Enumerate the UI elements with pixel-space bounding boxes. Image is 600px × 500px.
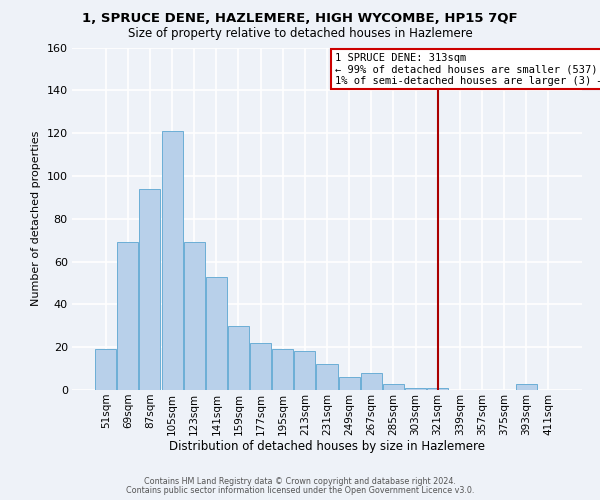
Text: Contains public sector information licensed under the Open Government Licence v3: Contains public sector information licen… xyxy=(126,486,474,495)
Bar xyxy=(206,276,227,390)
Bar xyxy=(405,388,426,390)
Bar xyxy=(161,131,182,390)
Bar xyxy=(95,350,116,390)
Bar xyxy=(250,343,271,390)
Bar xyxy=(139,189,160,390)
Bar xyxy=(184,242,205,390)
Bar xyxy=(338,377,359,390)
Bar xyxy=(316,364,338,390)
Text: 1 SPRUCE DENE: 313sqm
← 99% of detached houses are smaller (537)
1% of semi-deta: 1 SPRUCE DENE: 313sqm ← 99% of detached … xyxy=(335,52,600,86)
Bar xyxy=(383,384,404,390)
Bar xyxy=(228,326,249,390)
Bar xyxy=(515,384,536,390)
Bar xyxy=(295,352,316,390)
Bar xyxy=(272,350,293,390)
Text: 1, SPRUCE DENE, HAZLEMERE, HIGH WYCOMBE, HP15 7QF: 1, SPRUCE DENE, HAZLEMERE, HIGH WYCOMBE,… xyxy=(82,12,518,26)
Y-axis label: Number of detached properties: Number of detached properties xyxy=(31,131,41,306)
Text: Size of property relative to detached houses in Hazlemere: Size of property relative to detached ho… xyxy=(128,28,472,40)
Bar xyxy=(427,388,448,390)
Bar xyxy=(361,373,382,390)
Bar xyxy=(118,242,139,390)
Text: Contains HM Land Registry data © Crown copyright and database right 2024.: Contains HM Land Registry data © Crown c… xyxy=(144,477,456,486)
X-axis label: Distribution of detached houses by size in Hazlemere: Distribution of detached houses by size … xyxy=(169,440,485,454)
